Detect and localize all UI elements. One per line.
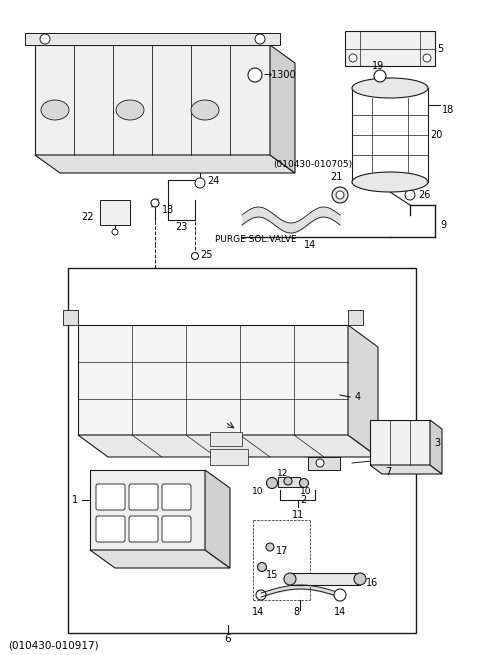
Polygon shape xyxy=(348,325,378,457)
Circle shape xyxy=(354,573,366,585)
Text: 2: 2 xyxy=(300,495,306,505)
Circle shape xyxy=(256,590,266,600)
FancyBboxPatch shape xyxy=(162,484,191,510)
Text: 25: 25 xyxy=(200,250,213,260)
Polygon shape xyxy=(308,457,340,470)
Text: 19: 19 xyxy=(372,61,384,71)
Circle shape xyxy=(192,252,199,259)
Polygon shape xyxy=(345,31,435,66)
Text: 23: 23 xyxy=(175,222,187,232)
Circle shape xyxy=(195,178,205,188)
Circle shape xyxy=(151,199,159,207)
Polygon shape xyxy=(348,310,363,325)
Text: 7: 7 xyxy=(385,467,391,477)
Circle shape xyxy=(316,459,324,467)
Circle shape xyxy=(349,54,357,62)
Text: 20: 20 xyxy=(430,130,443,140)
Polygon shape xyxy=(90,470,205,550)
Circle shape xyxy=(266,477,277,489)
Text: 18: 18 xyxy=(442,105,454,115)
Text: 4: 4 xyxy=(355,392,361,402)
Text: 13: 13 xyxy=(162,205,174,215)
Text: 8: 8 xyxy=(293,607,299,617)
Text: (010430-010705): (010430-010705) xyxy=(274,160,353,170)
Text: 17: 17 xyxy=(276,546,288,556)
Bar xyxy=(100,200,130,225)
Circle shape xyxy=(423,54,431,62)
Text: 10: 10 xyxy=(300,487,312,496)
Text: 24: 24 xyxy=(207,176,219,186)
Text: 15: 15 xyxy=(266,570,278,580)
FancyBboxPatch shape xyxy=(129,484,158,510)
Circle shape xyxy=(112,229,118,235)
Bar xyxy=(68,268,416,633)
Ellipse shape xyxy=(191,100,219,120)
Text: 6: 6 xyxy=(225,634,231,644)
Ellipse shape xyxy=(352,172,428,192)
Text: PURGE SOL.VALVE: PURGE SOL.VALVE xyxy=(215,236,297,244)
Polygon shape xyxy=(78,325,348,435)
Polygon shape xyxy=(370,465,442,474)
Text: 1: 1 xyxy=(72,495,78,505)
Text: 5: 5 xyxy=(437,44,443,54)
Circle shape xyxy=(40,34,50,44)
Polygon shape xyxy=(90,550,230,568)
Ellipse shape xyxy=(116,100,144,120)
Text: 26: 26 xyxy=(418,190,431,200)
FancyBboxPatch shape xyxy=(96,516,125,542)
Polygon shape xyxy=(205,470,230,568)
Ellipse shape xyxy=(352,78,428,98)
Text: 22: 22 xyxy=(82,212,94,222)
Polygon shape xyxy=(25,33,280,45)
Circle shape xyxy=(284,477,292,485)
Text: 3: 3 xyxy=(434,438,440,448)
Text: 12: 12 xyxy=(277,468,288,477)
Bar xyxy=(210,449,248,465)
Circle shape xyxy=(334,589,346,601)
Text: 10: 10 xyxy=(252,487,264,496)
Polygon shape xyxy=(430,420,442,474)
Text: (010430-010917): (010430-010917) xyxy=(8,641,98,651)
Circle shape xyxy=(255,34,265,44)
Polygon shape xyxy=(370,420,430,465)
Ellipse shape xyxy=(41,100,69,120)
Polygon shape xyxy=(35,155,295,173)
Circle shape xyxy=(336,191,344,199)
Text: 14: 14 xyxy=(252,607,264,617)
Text: 16: 16 xyxy=(366,578,378,588)
Polygon shape xyxy=(270,45,295,173)
FancyBboxPatch shape xyxy=(162,516,191,542)
Text: 21: 21 xyxy=(330,172,342,182)
Circle shape xyxy=(248,68,262,82)
Polygon shape xyxy=(278,477,300,487)
Circle shape xyxy=(405,190,415,200)
Bar xyxy=(210,432,242,446)
Circle shape xyxy=(332,187,348,203)
FancyBboxPatch shape xyxy=(96,484,125,510)
Polygon shape xyxy=(78,435,378,457)
Circle shape xyxy=(300,479,309,487)
Circle shape xyxy=(284,573,296,585)
Polygon shape xyxy=(290,573,360,585)
Circle shape xyxy=(374,70,386,82)
Text: 9: 9 xyxy=(440,220,446,230)
Polygon shape xyxy=(35,45,270,155)
Text: 14: 14 xyxy=(304,240,316,250)
FancyBboxPatch shape xyxy=(129,516,158,542)
Polygon shape xyxy=(382,453,404,467)
Text: →1300: →1300 xyxy=(264,70,297,80)
Text: 14: 14 xyxy=(334,607,346,617)
Circle shape xyxy=(266,543,274,551)
Circle shape xyxy=(257,563,266,572)
Text: 11: 11 xyxy=(292,510,304,520)
Polygon shape xyxy=(63,310,78,325)
